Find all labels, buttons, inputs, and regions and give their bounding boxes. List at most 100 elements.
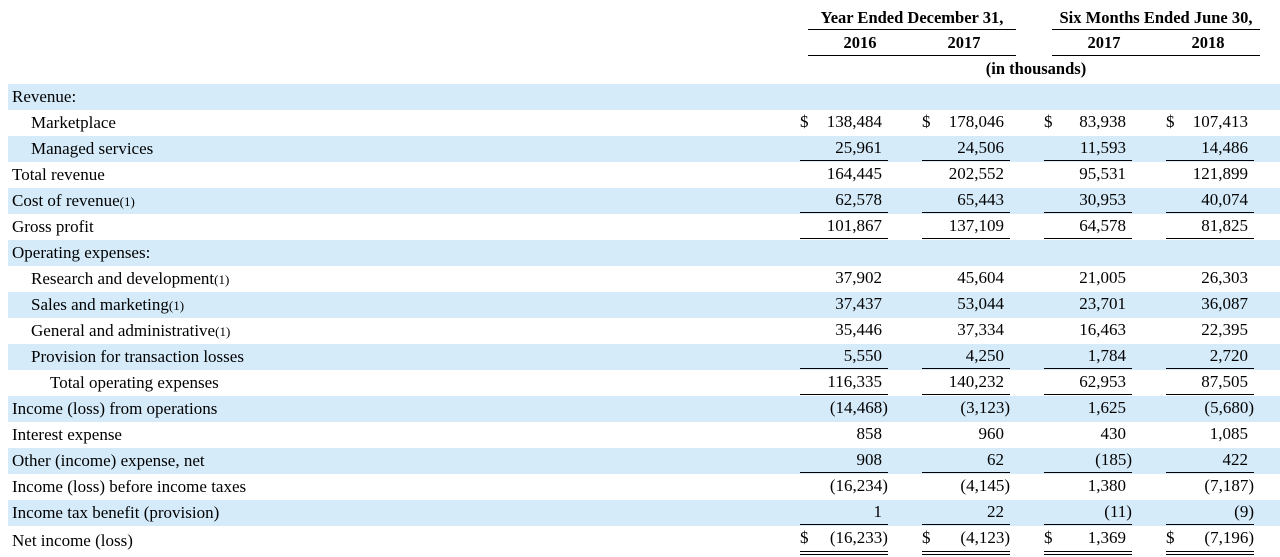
value-cell: 24,506 [913, 136, 1036, 162]
value-cell [1035, 84, 1158, 110]
row-label-text: Cost of revenue [12, 191, 120, 210]
value-cell: 37,334 [914, 318, 1036, 344]
value-text: 37,902 [835, 268, 882, 287]
value-cell-content: 5,550 [799, 346, 888, 369]
value-cell: 14,486 [1157, 136, 1280, 162]
value-text: 14,486 [1201, 137, 1248, 157]
value-cell-content: (14,468) [800, 398, 888, 420]
value-text: 62,953 [1079, 371, 1126, 391]
value-text: 140,232 [948, 371, 1004, 391]
row-label: Income tax benefit (provision) [8, 500, 792, 526]
dollar-sign: $ [1166, 112, 1175, 131]
value-text: 107,413 [1192, 112, 1248, 131]
year-label-2016: 2016 [843, 33, 877, 52]
value-cell: 5,550 [791, 344, 914, 370]
value-cell-content: 1,085 [1166, 424, 1254, 446]
value-cell: 37,902 [792, 266, 914, 292]
value-text: (185) [1095, 449, 1132, 469]
value-cell: 1,085 [1158, 422, 1280, 448]
value-cell: 53,044 [913, 292, 1036, 318]
value-cell: 25,961 [791, 136, 914, 162]
value-text: 11,593 [1079, 137, 1126, 157]
value-cell: 36,087 [1157, 292, 1280, 318]
value-text: 22,395 [1201, 320, 1248, 339]
value-cell: 87,505 [1158, 370, 1280, 396]
row-label: Income (loss) before income taxes [8, 474, 792, 500]
value-cell-content: $ (7,196) [1166, 528, 1254, 555]
row-label-text: Income tax benefit (provision) [12, 503, 220, 522]
footnote-ref: (1) [214, 272, 230, 287]
value-cell: (9) [1157, 500, 1280, 526]
row-label-text: Operating expenses: [12, 243, 151, 262]
financial-statements-table: Year Ended December 31, Six Months Ended… [8, 0, 1280, 556]
value-cell-content: 4,250 [921, 345, 1010, 369]
value-text: 4,250 [965, 345, 1004, 365]
row-label: Total operating expenses [8, 370, 792, 396]
year-label-2017: 2017 [1087, 33, 1121, 52]
value-text: (9) [1234, 501, 1254, 521]
table-row: Gross profit 101,867 137,109 64,578 81,825 [8, 214, 1280, 240]
value-cell-content: $ (16,233) [799, 528, 888, 555]
header-spacer [8, 0, 792, 30]
value-cell: 2,720 [1157, 344, 1280, 370]
value-cell: 1,625 [1035, 396, 1158, 422]
value-text: 30,953 [1079, 189, 1126, 209]
value-cell: 64,578 [1036, 214, 1158, 240]
dollar-sign: $ [921, 112, 931, 131]
value-text: (3,123) [960, 398, 1010, 417]
value-cell-content: 35,446 [800, 320, 888, 342]
value-cell: 202,552 [914, 162, 1036, 188]
value-cell-content: (4,145) [922, 476, 1010, 498]
footnote-ref: (1) [215, 324, 231, 339]
value-cell: 1,380 [1036, 474, 1158, 500]
row-label: Revenue: [8, 84, 792, 110]
row-label: Research and development(1) [8, 266, 792, 292]
value-cell-content: (5,680) [1166, 398, 1254, 420]
value-text: 23,701 [1079, 294, 1126, 313]
value-text: 178,046 [948, 112, 1004, 131]
value-cell-content: 164,445 [800, 164, 888, 186]
value-cell-content: 116,335 [799, 372, 888, 395]
value-cell-content: (3,123) [922, 398, 1010, 420]
value-cell-content: 16,463 [1044, 320, 1132, 342]
value-cell: 164,445 [792, 162, 914, 188]
table-row: Cost of revenue(1) 62,578 65,443 30,953 40,0… [8, 188, 1280, 214]
value-cell-content: $178,046 [922, 112, 1010, 134]
value-text: 65,443 [957, 189, 1004, 209]
value-text: 137,109 [948, 215, 1004, 235]
year-group-1: 2016 2017 [792, 30, 1036, 56]
value-text: 53,044 [957, 294, 1004, 313]
value-cell-content: 37,902 [800, 268, 888, 290]
row-label: Income (loss) from operations [8, 396, 792, 422]
value-cell: (5,680) [1157, 396, 1280, 422]
footnote-ref: (1) [119, 194, 135, 209]
row-label: Other (income) expense, net [8, 448, 792, 474]
value-cell: 21,005 [1036, 266, 1158, 292]
value-text: 908 [856, 449, 882, 469]
value-cell: 35,446 [792, 318, 914, 344]
table-row: Revenue: [8, 84, 1280, 110]
value-cell: $107,413 [1158, 110, 1280, 136]
value-cell-content: $ (4,123) [921, 528, 1010, 555]
value-cell-content: 37,437 [800, 294, 888, 316]
row-label: Operating expenses: [8, 240, 792, 266]
table-row: Marketplace $138,484 $178,046 $83,938 $107,4… [8, 110, 1280, 136]
value-cell-content: 1 [799, 502, 888, 525]
row-label-text: Total revenue [12, 165, 105, 184]
row-label-text: Provision for transaction losses [31, 347, 244, 366]
value-text: 37,334 [957, 320, 1004, 339]
value-cell-content: 908 [799, 449, 888, 473]
value-text: 24,506 [957, 137, 1004, 157]
value-cell: (11) [1035, 500, 1158, 526]
value-cell: 960 [914, 422, 1036, 448]
row-label-text: Gross profit [12, 217, 94, 236]
row-label-text: Total operating expenses [50, 373, 219, 392]
table-row: Income tax benefit (provision) 1 22 (11) (9) [8, 500, 1280, 526]
col-group-six-months-label: Six Months Ended June 30, [1051, 8, 1260, 30]
value-cell: $178,046 [914, 110, 1036, 136]
value-cell: 4,250 [913, 344, 1036, 370]
value-text: 35,446 [835, 320, 882, 339]
value-cell-content: 87,505 [1166, 372, 1254, 395]
units-row: (in thousands) [8, 56, 1280, 84]
value-cell-content: 40,074 [1166, 190, 1254, 213]
